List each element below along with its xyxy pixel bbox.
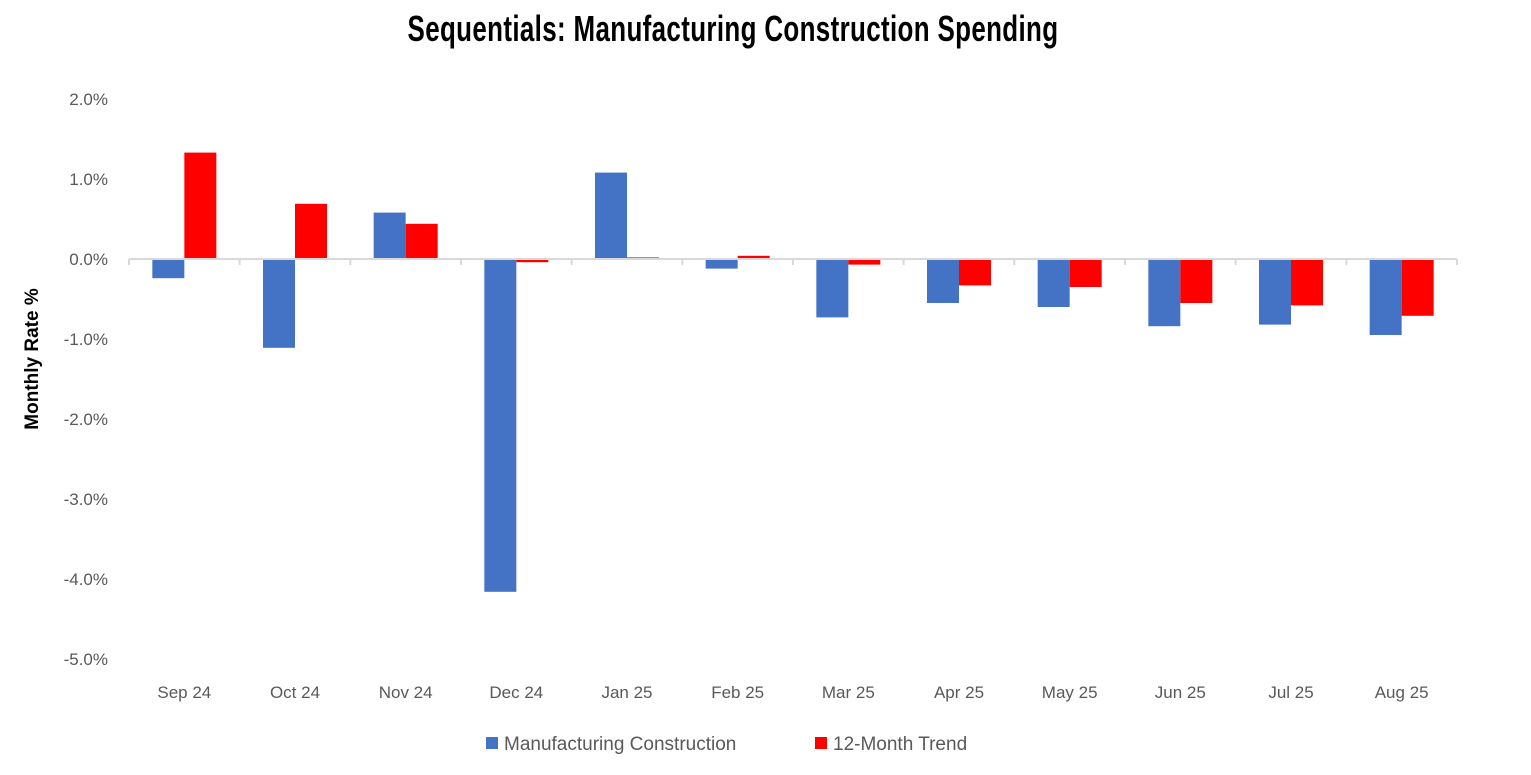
- bar-manufacturing-construction: [373, 212, 406, 259]
- x-tick-label: Jan 25: [601, 683, 652, 702]
- bar-manufacturing-construction: [1259, 259, 1291, 325]
- y-tick-label: -4.0%: [64, 570, 108, 589]
- x-tick-label: Jun 25: [1155, 683, 1206, 702]
- x-tick-label: Nov 24: [379, 683, 433, 702]
- y-tick-label: 2.0%: [69, 90, 108, 109]
- x-tick-label: Mar 25: [822, 683, 875, 702]
- bar-manufacturing-construction: [927, 259, 959, 303]
- x-tick-label: Aug 25: [1375, 683, 1429, 702]
- bar-12-month-trend: [295, 203, 327, 259]
- bar-12-month-trend: [184, 152, 217, 259]
- bar-manufacturing-construction: [1369, 259, 1402, 335]
- y-tick-label: -1.0%: [64, 330, 108, 349]
- legend-label: 12-Month Trend: [833, 734, 967, 755]
- legend-label: Manufacturing Construction: [504, 734, 736, 755]
- bar-12-month-trend: [1291, 259, 1323, 306]
- bar-12-month-trend: [1069, 259, 1102, 287]
- bar-12-month-trend: [516, 259, 549, 263]
- x-tick-label: Feb 25: [711, 683, 764, 702]
- bar-12-month-trend: [737, 255, 770, 259]
- x-tick-label: Apr 25: [934, 683, 984, 702]
- x-tick-label: May 25: [1042, 683, 1098, 702]
- x-tick-label: Oct 24: [270, 683, 320, 702]
- bar-manufacturing-construction: [1037, 259, 1070, 307]
- x-tick-label: Sep 24: [157, 683, 211, 702]
- bar-manufacturing-construction: [152, 259, 185, 279]
- y-tick-label: 1.0%: [69, 170, 108, 189]
- y-tick-label: 0.0%: [69, 250, 108, 269]
- bar-manufacturing-construction: [1148, 259, 1181, 327]
- bar-12-month-trend: [1401, 259, 1434, 316]
- bar-manufacturing-construction: [263, 259, 295, 348]
- y-tick-label: -2.0%: [64, 410, 108, 429]
- y-axis-label: Monthly Rate %: [22, 288, 43, 430]
- chart-title: Sequentials: Manufacturing Construction …: [407, 8, 1059, 49]
- bar-12-month-trend: [848, 259, 881, 265]
- legend-swatch: [815, 737, 827, 749]
- x-tick-label: Dec 24: [489, 683, 543, 702]
- bar-12-month-trend: [1180, 259, 1213, 303]
- bar-12-month-trend: [959, 259, 991, 286]
- bar-manufacturing-construction: [816, 259, 849, 318]
- y-tick-label: -5.0%: [64, 650, 108, 669]
- legend-swatch: [486, 737, 498, 749]
- bar-12-month-trend: [405, 223, 438, 259]
- bar-manufacturing-construction: [705, 259, 738, 269]
- bar-manufacturing-construction: [595, 172, 627, 259]
- bar-manufacturing-construction: [484, 259, 517, 592]
- y-tick-label: -3.0%: [64, 490, 108, 509]
- x-tick-label: Jul 25: [1268, 683, 1313, 702]
